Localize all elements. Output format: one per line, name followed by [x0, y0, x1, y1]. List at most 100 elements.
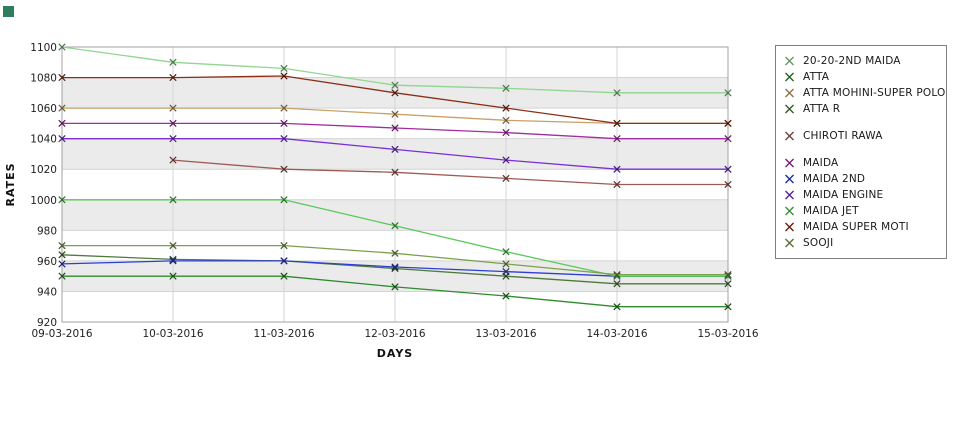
- legend-item-chiroti-rawa: CHIROTI RAWA: [782, 128, 940, 144]
- series-markers-maida-jet: [58, 196, 732, 280]
- legend-x-marker-icon: [785, 131, 794, 141]
- x-tick-label: 09-03-2016: [31, 328, 92, 340]
- x-marker: [58, 73, 66, 82]
- x-marker: [724, 280, 732, 288]
- x-axis-title: DAYS: [377, 347, 413, 360]
- x-tick-label: 14-03-2016: [586, 328, 647, 340]
- y-tick-label: 960: [37, 256, 57, 268]
- x-marker: [58, 196, 66, 204]
- x-marker: [502, 104, 510, 112]
- y-tick-label: 1020: [30, 164, 57, 176]
- x-marker: [58, 104, 66, 112]
- x-marker: [169, 73, 177, 82]
- y-tick-label: 980: [37, 225, 57, 237]
- x-marker: [169, 241, 177, 250]
- x-marker: [169, 257, 177, 265]
- x-marker: [58, 43, 66, 51]
- legend-item-maida-super-moti: MAIDA SUPER MOTI: [782, 219, 940, 235]
- legend-item-20-20-2nd-maida: 20-20-2ND MAIDA: [782, 53, 940, 69]
- x-marker: [613, 165, 621, 173]
- x-marker: [391, 222, 399, 230]
- x-marker: [391, 110, 399, 118]
- series-markers-maida: [58, 119, 732, 143]
- x-marker: [502, 260, 510, 268]
- y-tick-label: 1080: [30, 73, 57, 85]
- series-markers-maida-super-moti: [58, 72, 732, 128]
- x-marker: [169, 135, 177, 143]
- legend-x-marker-icon: [785, 56, 794, 66]
- legend-item-label: MAIDA ENGINE: [803, 189, 884, 201]
- x-marker: [613, 89, 621, 97]
- x-tick-label: 15-03-2016: [697, 328, 758, 340]
- x-marker: [613, 280, 621, 288]
- x-marker: [169, 272, 177, 280]
- x-marker: [502, 84, 510, 92]
- legend-item-maida-jet: MAIDA JET: [782, 203, 940, 219]
- x-marker: [724, 135, 732, 143]
- x-marker: [169, 196, 177, 204]
- x-marker: [280, 241, 288, 250]
- legend-x-marker-icon: [785, 206, 794, 216]
- legend-item-label: SOOJI: [803, 237, 834, 249]
- x-marker: [724, 303, 732, 311]
- x-marker: [58, 272, 66, 280]
- x-marker: [169, 58, 177, 66]
- y-axis-title: RATES: [4, 162, 17, 206]
- x-marker: [169, 119, 177, 128]
- series-markers-chiroti-rawa: [169, 156, 732, 189]
- legend-item-label: CHIROTI RAWA: [803, 130, 883, 142]
- x-marker: [502, 156, 510, 164]
- legend-x-marker-icon: [785, 190, 794, 200]
- corner-marker: [3, 6, 14, 17]
- x-marker: [724, 271, 732, 279]
- x-tick-label: 11-03-2016: [253, 328, 314, 340]
- legend-item-maida-engine: MAIDA ENGINE: [782, 187, 940, 203]
- legend-item-label: ATTA: [803, 71, 830, 83]
- y-tick-label: 940: [37, 286, 57, 298]
- x-marker: [280, 196, 288, 204]
- x-marker: [58, 241, 66, 250]
- x-marker: [58, 251, 66, 259]
- legend-x-marker-icon: [785, 174, 794, 184]
- legend-x-marker-icon: [785, 158, 794, 168]
- legend-item-label: MAIDA JET: [803, 205, 859, 217]
- x-marker: [724, 89, 732, 97]
- x-marker: [502, 248, 510, 256]
- x-marker: [391, 145, 399, 153]
- x-marker: [169, 156, 177, 164]
- x-marker: [613, 135, 621, 143]
- legend-x-marker-icon: [785, 104, 794, 114]
- legend: 20-20-2ND MAIDA ATTA ATTA MOHINI-SUPER POL…: [775, 45, 947, 259]
- series-markers-maida-engine: [58, 135, 732, 173]
- legend-item-label: 20-20-2ND MAIDA: [803, 55, 901, 67]
- legend-item-atta-r: ATTA R: [782, 101, 940, 117]
- x-marker: [502, 128, 510, 137]
- series-markers-atta: [58, 272, 732, 311]
- x-marker: [280, 104, 288, 112]
- legend-item-atta-mohini-super-polo: ATTA MOHINI-SUPER POLO: [782, 85, 945, 101]
- legend-item-sooji: SOOJI: [782, 235, 940, 251]
- x-marker: [502, 292, 510, 300]
- legend-x-marker-icon: [785, 222, 794, 232]
- x-marker: [724, 119, 732, 128]
- y-tick-label: 1060: [30, 103, 57, 115]
- legend-item-label: ATTA R: [803, 103, 841, 115]
- x-marker: [391, 81, 399, 89]
- x-marker: [502, 267, 510, 276]
- y-tick-label: 920: [37, 317, 57, 329]
- x-marker: [280, 119, 288, 128]
- series-line-chiroti-rawa: [172, 159, 728, 186]
- x-marker: [391, 249, 399, 257]
- x-marker: [724, 165, 732, 173]
- legend-x-marker-icon: [785, 72, 794, 82]
- x-marker: [169, 104, 177, 112]
- series-markers-20-20-2nd-maida: [58, 43, 732, 97]
- legend-x-marker-icon: [785, 88, 794, 98]
- legend-item-label: MAIDA 2ND: [803, 173, 866, 185]
- x-marker: [58, 119, 66, 128]
- x-marker: [391, 89, 399, 97]
- x-marker: [613, 180, 621, 189]
- legend-item-label: MAIDA SUPER MOTI: [803, 221, 909, 233]
- legend-item-label: ATTA MOHINI-SUPER POLO: [803, 87, 946, 99]
